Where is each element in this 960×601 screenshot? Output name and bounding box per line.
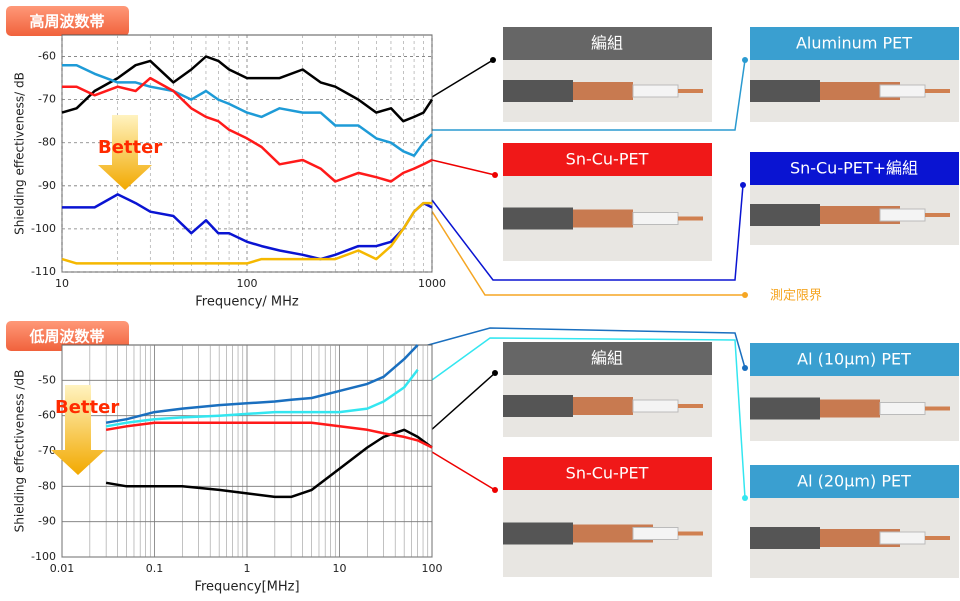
y-tick-label: -100 <box>31 222 56 235</box>
legend-label: Sn-Cu-PET <box>566 150 649 169</box>
cable-photo <box>503 60 712 122</box>
x-axis-label: Frequency[MHz] <box>194 580 299 595</box>
cable-photo <box>503 176 712 261</box>
cable-insulator <box>632 212 679 225</box>
y-axis-label: Shielding effectiveness/ dB <box>13 72 27 235</box>
legend-label: Sn-Cu-PET <box>566 464 649 483</box>
legend-label: Al (10µm) PET <box>797 350 911 369</box>
cable-jacket <box>503 522 573 545</box>
better-arrow <box>51 385 105 475</box>
series-line <box>61 201 432 265</box>
x-axis-label: Frequency/ MHz <box>195 295 299 310</box>
cable-jacket <box>750 527 820 549</box>
x-tick-label: 10 <box>55 277 69 290</box>
legend-label: Aluminum PET <box>796 34 912 53</box>
x-tick-label: 100 <box>422 562 443 575</box>
legend-header <box>503 342 712 375</box>
legend-header <box>750 152 959 185</box>
legend-label: Sn-Cu-PET+編組 <box>790 159 918 178</box>
series-line <box>105 428 433 499</box>
legend-label: 編組 <box>591 34 623 53</box>
cable-jacket <box>503 80 573 102</box>
x-tick-label: 0.1 <box>146 562 164 575</box>
y-tick-label: -70 <box>38 93 56 106</box>
cable-jacket <box>750 204 820 226</box>
cable-insulator <box>879 402 926 415</box>
cable-core <box>678 404 703 408</box>
y-tick-label: -110 <box>31 265 56 278</box>
y-tick-label: -90 <box>38 515 56 528</box>
annotation: Better <box>55 397 119 418</box>
cable-photo <box>750 60 959 122</box>
cable-photo <box>503 375 712 437</box>
series-line <box>105 344 419 424</box>
legend-header <box>750 465 959 498</box>
x-tick-label: 1 <box>244 562 251 575</box>
series-line <box>105 421 433 449</box>
x-tick-label: 100 <box>237 277 258 290</box>
cable-insulator <box>632 527 679 540</box>
cable-jacket <box>750 80 820 102</box>
series-line <box>62 63 433 157</box>
y-tick-label: -70 <box>38 444 56 457</box>
cable-insulator <box>632 84 679 98</box>
cable-jacket <box>503 395 573 417</box>
cable-photo <box>750 376 959 441</box>
cable-core <box>678 216 703 221</box>
y-tick-label: -90 <box>38 179 56 192</box>
y-tick-label: -100 <box>31 550 56 563</box>
legend-label: 編組 <box>591 349 623 368</box>
cable-insulator <box>879 84 926 98</box>
x-tick-label: 1000 <box>418 277 446 290</box>
cable-braid <box>573 209 633 228</box>
x-tick-label: 0.01 <box>50 562 75 575</box>
series-line <box>62 193 433 261</box>
chart-title: 低周波数帯 <box>28 328 104 346</box>
annotation: Better <box>98 137 162 158</box>
cable-insulator <box>879 531 926 545</box>
cable-jacket <box>503 207 573 230</box>
legend-label: Al (20µm) PET <box>797 472 911 491</box>
cable-braid <box>573 82 633 100</box>
series-line <box>61 55 434 123</box>
connectors <box>409 59 746 499</box>
y-tick-label: -80 <box>38 136 56 149</box>
cable-core <box>678 531 703 536</box>
legend-header <box>750 27 959 60</box>
x-tick-label: 10 <box>333 562 347 575</box>
cable-photo <box>503 490 712 577</box>
cable-insulator <box>632 399 679 413</box>
y-tick-label: -60 <box>38 409 56 422</box>
y-axis-label: Shielding effectiveness /dB <box>13 370 27 533</box>
legend-label: 測定限界 <box>770 289 822 304</box>
series-line <box>62 76 433 183</box>
cable-core <box>925 406 950 411</box>
series-line <box>105 368 419 428</box>
connector-dots <box>490 57 748 501</box>
cable-core <box>925 213 950 217</box>
cable-photo <box>750 185 959 245</box>
legend-header <box>503 27 712 60</box>
cable-photo <box>750 498 959 578</box>
legend-header <box>503 457 712 490</box>
cable-insulator <box>879 208 926 222</box>
y-tick-label: -50 <box>38 373 56 386</box>
y-tick-label: -80 <box>38 479 56 492</box>
y-tick-label: -60 <box>38 50 56 63</box>
cable-jacket <box>750 397 820 420</box>
cable-core <box>678 89 703 93</box>
cable-braid <box>573 397 633 415</box>
better-arrow <box>98 115 152 190</box>
cable-braid <box>820 399 880 418</box>
cable-core <box>925 536 950 540</box>
legend-header <box>503 143 712 176</box>
legend-header <box>750 343 959 376</box>
chart-title: 高周波数帯 <box>29 13 104 31</box>
cable-core <box>925 89 950 93</box>
